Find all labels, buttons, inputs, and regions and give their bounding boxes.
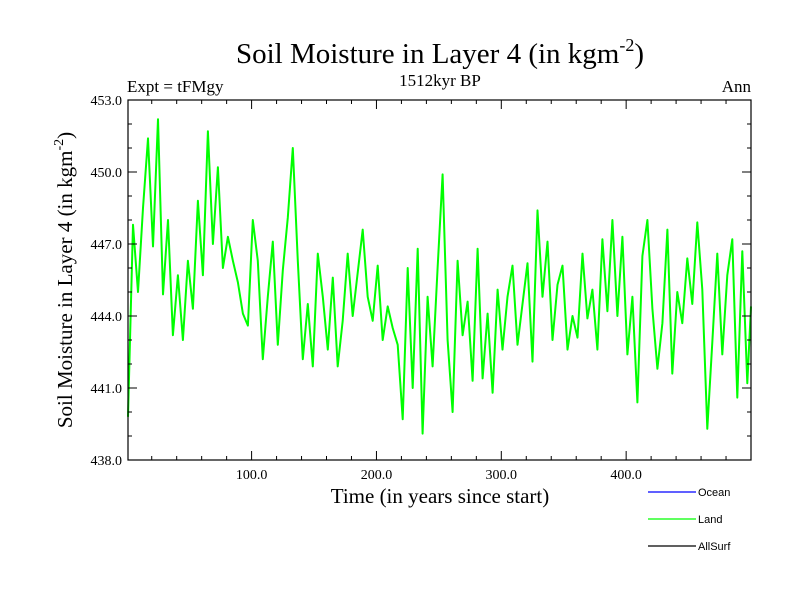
x-tick-label: 100.0 <box>236 468 268 483</box>
y-axis-label-close: ) <box>53 132 77 139</box>
x-axis-label: Time (in years since start) <box>331 484 550 508</box>
x-tick-label: 300.0 <box>486 468 518 483</box>
y-axis-label-superscript: -2 <box>52 139 67 151</box>
y-tick-label: 438.0 <box>91 454 123 469</box>
legend-label-ocean: Ocean <box>698 487 730 499</box>
x-tick-label: 400.0 <box>610 468 642 483</box>
chart-title-superscript: -2 <box>619 35 634 55</box>
legend-label-land: Land <box>698 514 722 526</box>
y-tick-label: 453.0 <box>91 94 123 109</box>
y-tick-label: 450.0 <box>91 166 123 181</box>
subtitle-left: Expt = tFMgy <box>127 77 224 96</box>
subtitle-right: Ann <box>722 77 752 96</box>
y-tick-label: 444.0 <box>91 310 123 325</box>
y-tick-label: 447.0 <box>91 238 123 253</box>
series-line-land <box>127 118 752 435</box>
legend: Ocean Land AllSurf <box>648 487 731 553</box>
x-axis-ticks: 100.0 200.0 300.0 400.0 <box>151 100 727 483</box>
legend-label-allsurf: AllSurf <box>698 541 731 553</box>
y-axis-ticks: 438.0 441.0 444.0 447.0 450.0 453.0 <box>91 94 751 469</box>
x-tick-label: 200.0 <box>361 468 393 483</box>
y-tick-label: 441.0 <box>91 382 123 397</box>
chart-title-close: ) <box>634 38 644 70</box>
y-axis-label: Soil Moisture in Layer 4 (in kgm-2) <box>52 132 77 428</box>
subtitle-center: 1512kyr BP <box>399 71 481 90</box>
chart-title: Soil Moisture in Layer 4 (in kgm-2) <box>236 35 644 70</box>
plot-frame <box>127 99 752 461</box>
